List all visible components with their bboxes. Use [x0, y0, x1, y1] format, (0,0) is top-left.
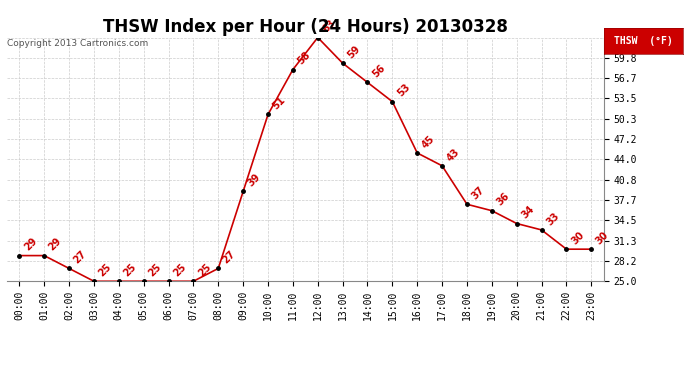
Text: 25: 25: [171, 262, 188, 279]
Text: 56: 56: [371, 63, 387, 80]
Text: 25: 25: [146, 262, 163, 279]
Text: Copyright 2013 Cartronics.com: Copyright 2013 Cartronics.com: [7, 39, 148, 48]
Text: 25: 25: [97, 262, 113, 279]
Text: 27: 27: [72, 249, 88, 266]
Text: 25: 25: [196, 262, 213, 279]
Text: 29: 29: [22, 236, 39, 253]
Text: 30: 30: [594, 230, 611, 246]
Text: 27: 27: [221, 249, 237, 266]
Text: 45: 45: [420, 134, 437, 150]
Text: 33: 33: [544, 210, 561, 227]
Text: THSW  (°F): THSW (°F): [614, 36, 673, 46]
Text: 53: 53: [395, 82, 412, 99]
Text: 29: 29: [47, 236, 63, 253]
Text: 30: 30: [569, 230, 586, 246]
Text: 43: 43: [445, 146, 462, 163]
Text: 25: 25: [121, 262, 138, 279]
Text: 63: 63: [321, 18, 337, 35]
Text: 39: 39: [246, 172, 263, 189]
Text: 36: 36: [495, 191, 511, 208]
Text: 34: 34: [520, 204, 536, 221]
Text: 51: 51: [270, 95, 288, 112]
Text: 59: 59: [346, 44, 362, 60]
Text: 58: 58: [296, 50, 313, 67]
Title: THSW Index per Hour (24 Hours) 20130328: THSW Index per Hour (24 Hours) 20130328: [103, 18, 508, 36]
Text: 37: 37: [470, 185, 486, 201]
